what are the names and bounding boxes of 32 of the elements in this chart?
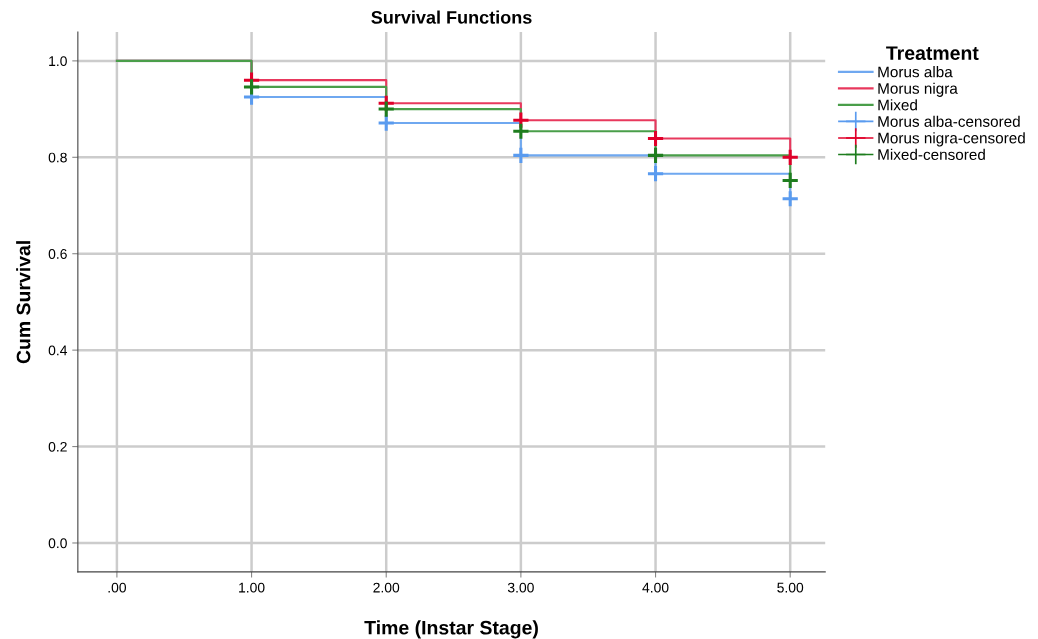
point	[377, 99, 396, 119]
point	[646, 146, 665, 165]
legend-label: Morus alba	[878, 66, 953, 78]
x-tick-label: .00	[108, 582, 127, 593]
legend-label: Morus alba-censored	[878, 115, 1020, 127]
legend-label: Morus nigra	[878, 82, 958, 97]
legend-label: Mixed	[878, 99, 917, 111]
legend-label: Morus nigra-censored	[878, 132, 1025, 147]
x-tick-label: 5.00	[777, 582, 804, 593]
chart-title: Survival Functions	[371, 10, 532, 24]
x-tick-label: 1.00	[239, 582, 265, 593]
point	[646, 129, 665, 148]
y-tick-label: 0.6	[48, 249, 67, 259]
point	[781, 189, 800, 208]
y-axis-title: Cum Survival	[16, 241, 31, 364]
point	[781, 171, 800, 190]
point	[242, 77, 261, 97]
point	[511, 146, 531, 165]
y-tick-label: 0.0	[48, 538, 67, 549]
legend-label: Mixed-censored	[878, 148, 985, 161]
x-tick-label: 4.00	[642, 582, 669, 593]
x-tick-label: 3.00	[507, 582, 534, 593]
point	[781, 148, 800, 167]
x-axis-title: Time (Instar Stage)	[364, 620, 538, 639]
y-tick-label: 0.2	[48, 441, 67, 452]
x-tick-label: 2.00	[373, 582, 400, 593]
point	[511, 122, 531, 141]
y-tick-label: 0.8	[48, 152, 67, 163]
legend-title: Treatment	[886, 46, 979, 60]
y-tick-label: 1.0	[49, 56, 67, 67]
point	[646, 164, 665, 183]
y-tick-label: 0.4	[48, 345, 68, 356]
